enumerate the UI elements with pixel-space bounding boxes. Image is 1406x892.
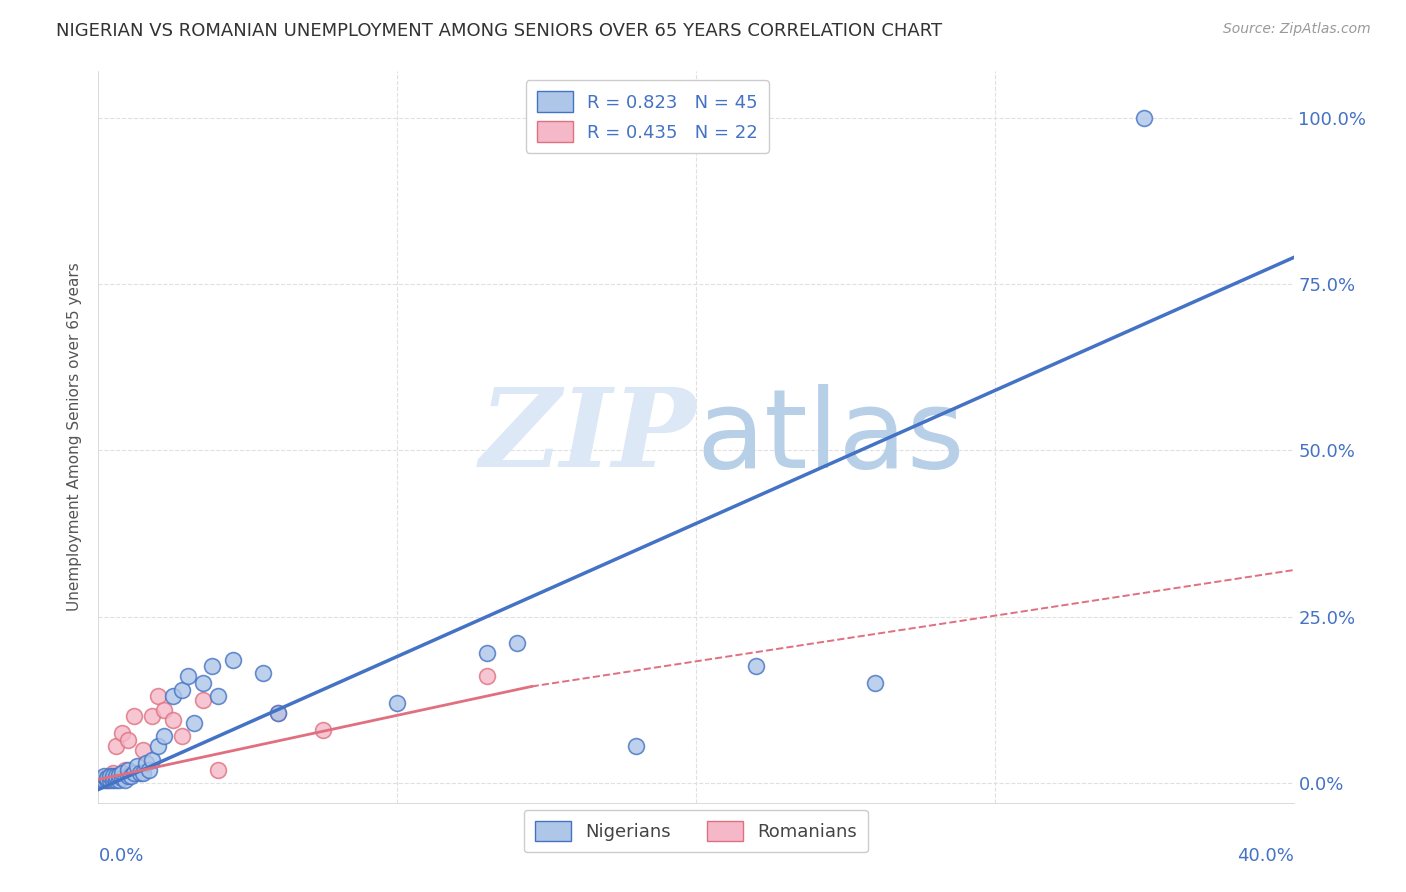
- Text: ZIP: ZIP: [479, 384, 696, 491]
- Point: [132, 765, 155, 780]
- Point: [148, 690, 170, 704]
- Y-axis label: Unemployment Among Seniors over 65 years: Unemployment Among Seniors over 65 years: [67, 263, 83, 611]
- Point: [93, 771, 115, 785]
- Point: [153, 729, 176, 743]
- Point: [201, 659, 224, 673]
- Point: [114, 763, 136, 777]
- Point: [745, 659, 768, 673]
- Point: [108, 769, 131, 783]
- Point: [103, 769, 125, 783]
- Point: [105, 769, 128, 783]
- Point: [103, 772, 125, 787]
- Point: [172, 682, 194, 697]
- Point: [117, 769, 139, 783]
- Point: [105, 772, 128, 787]
- Point: [311, 723, 333, 737]
- Point: [98, 772, 122, 787]
- Point: [135, 756, 157, 770]
- Point: [120, 769, 142, 783]
- Point: [98, 769, 122, 783]
- Point: [162, 713, 184, 727]
- Point: [252, 666, 274, 681]
- Point: [124, 709, 146, 723]
- Point: [129, 765, 152, 780]
- Point: [96, 772, 118, 787]
- Point: [127, 759, 149, 773]
- Point: [114, 772, 136, 787]
- Point: [141, 709, 163, 723]
- Text: 40.0%: 40.0%: [1237, 847, 1294, 864]
- Point: [141, 753, 163, 767]
- Point: [96, 772, 118, 787]
- Point: [108, 768, 131, 782]
- Point: [207, 690, 229, 704]
- Point: [177, 669, 200, 683]
- Point: [475, 646, 498, 660]
- Point: [1133, 111, 1156, 125]
- Point: [626, 739, 648, 754]
- Point: [103, 765, 125, 780]
- Point: [385, 696, 409, 710]
- Point: [172, 729, 194, 743]
- Point: [153, 703, 176, 717]
- Point: [90, 772, 112, 787]
- Point: [148, 739, 170, 754]
- Text: 0.0%: 0.0%: [98, 847, 143, 864]
- Point: [222, 653, 245, 667]
- Text: atlas: atlas: [696, 384, 965, 491]
- Point: [117, 732, 139, 747]
- Point: [138, 763, 160, 777]
- Point: [191, 692, 214, 706]
- Point: [162, 690, 184, 704]
- Point: [267, 706, 290, 720]
- Point: [475, 669, 498, 683]
- Point: [183, 716, 205, 731]
- Point: [90, 772, 112, 787]
- Legend: Nigerians, Romanians: Nigerians, Romanians: [524, 810, 868, 852]
- Text: NIGERIAN VS ROMANIAN UNEMPLOYMENT AMONG SENIORS OVER 65 YEARS CORRELATION CHART: NIGERIAN VS ROMANIAN UNEMPLOYMENT AMONG …: [56, 22, 942, 40]
- Text: Source: ZipAtlas.com: Source: ZipAtlas.com: [1223, 22, 1371, 37]
- Point: [865, 676, 887, 690]
- Point: [93, 769, 115, 783]
- Point: [267, 706, 290, 720]
- Point: [96, 771, 118, 785]
- Point: [93, 772, 115, 787]
- Point: [111, 765, 134, 780]
- Point: [108, 772, 131, 787]
- Point: [191, 676, 214, 690]
- Point: [124, 765, 146, 780]
- Point: [207, 763, 229, 777]
- Point: [132, 742, 155, 756]
- Point: [117, 763, 139, 777]
- Point: [111, 726, 134, 740]
- Point: [506, 636, 529, 650]
- Point: [105, 739, 128, 754]
- Point: [111, 771, 134, 785]
- Point: [98, 769, 122, 783]
